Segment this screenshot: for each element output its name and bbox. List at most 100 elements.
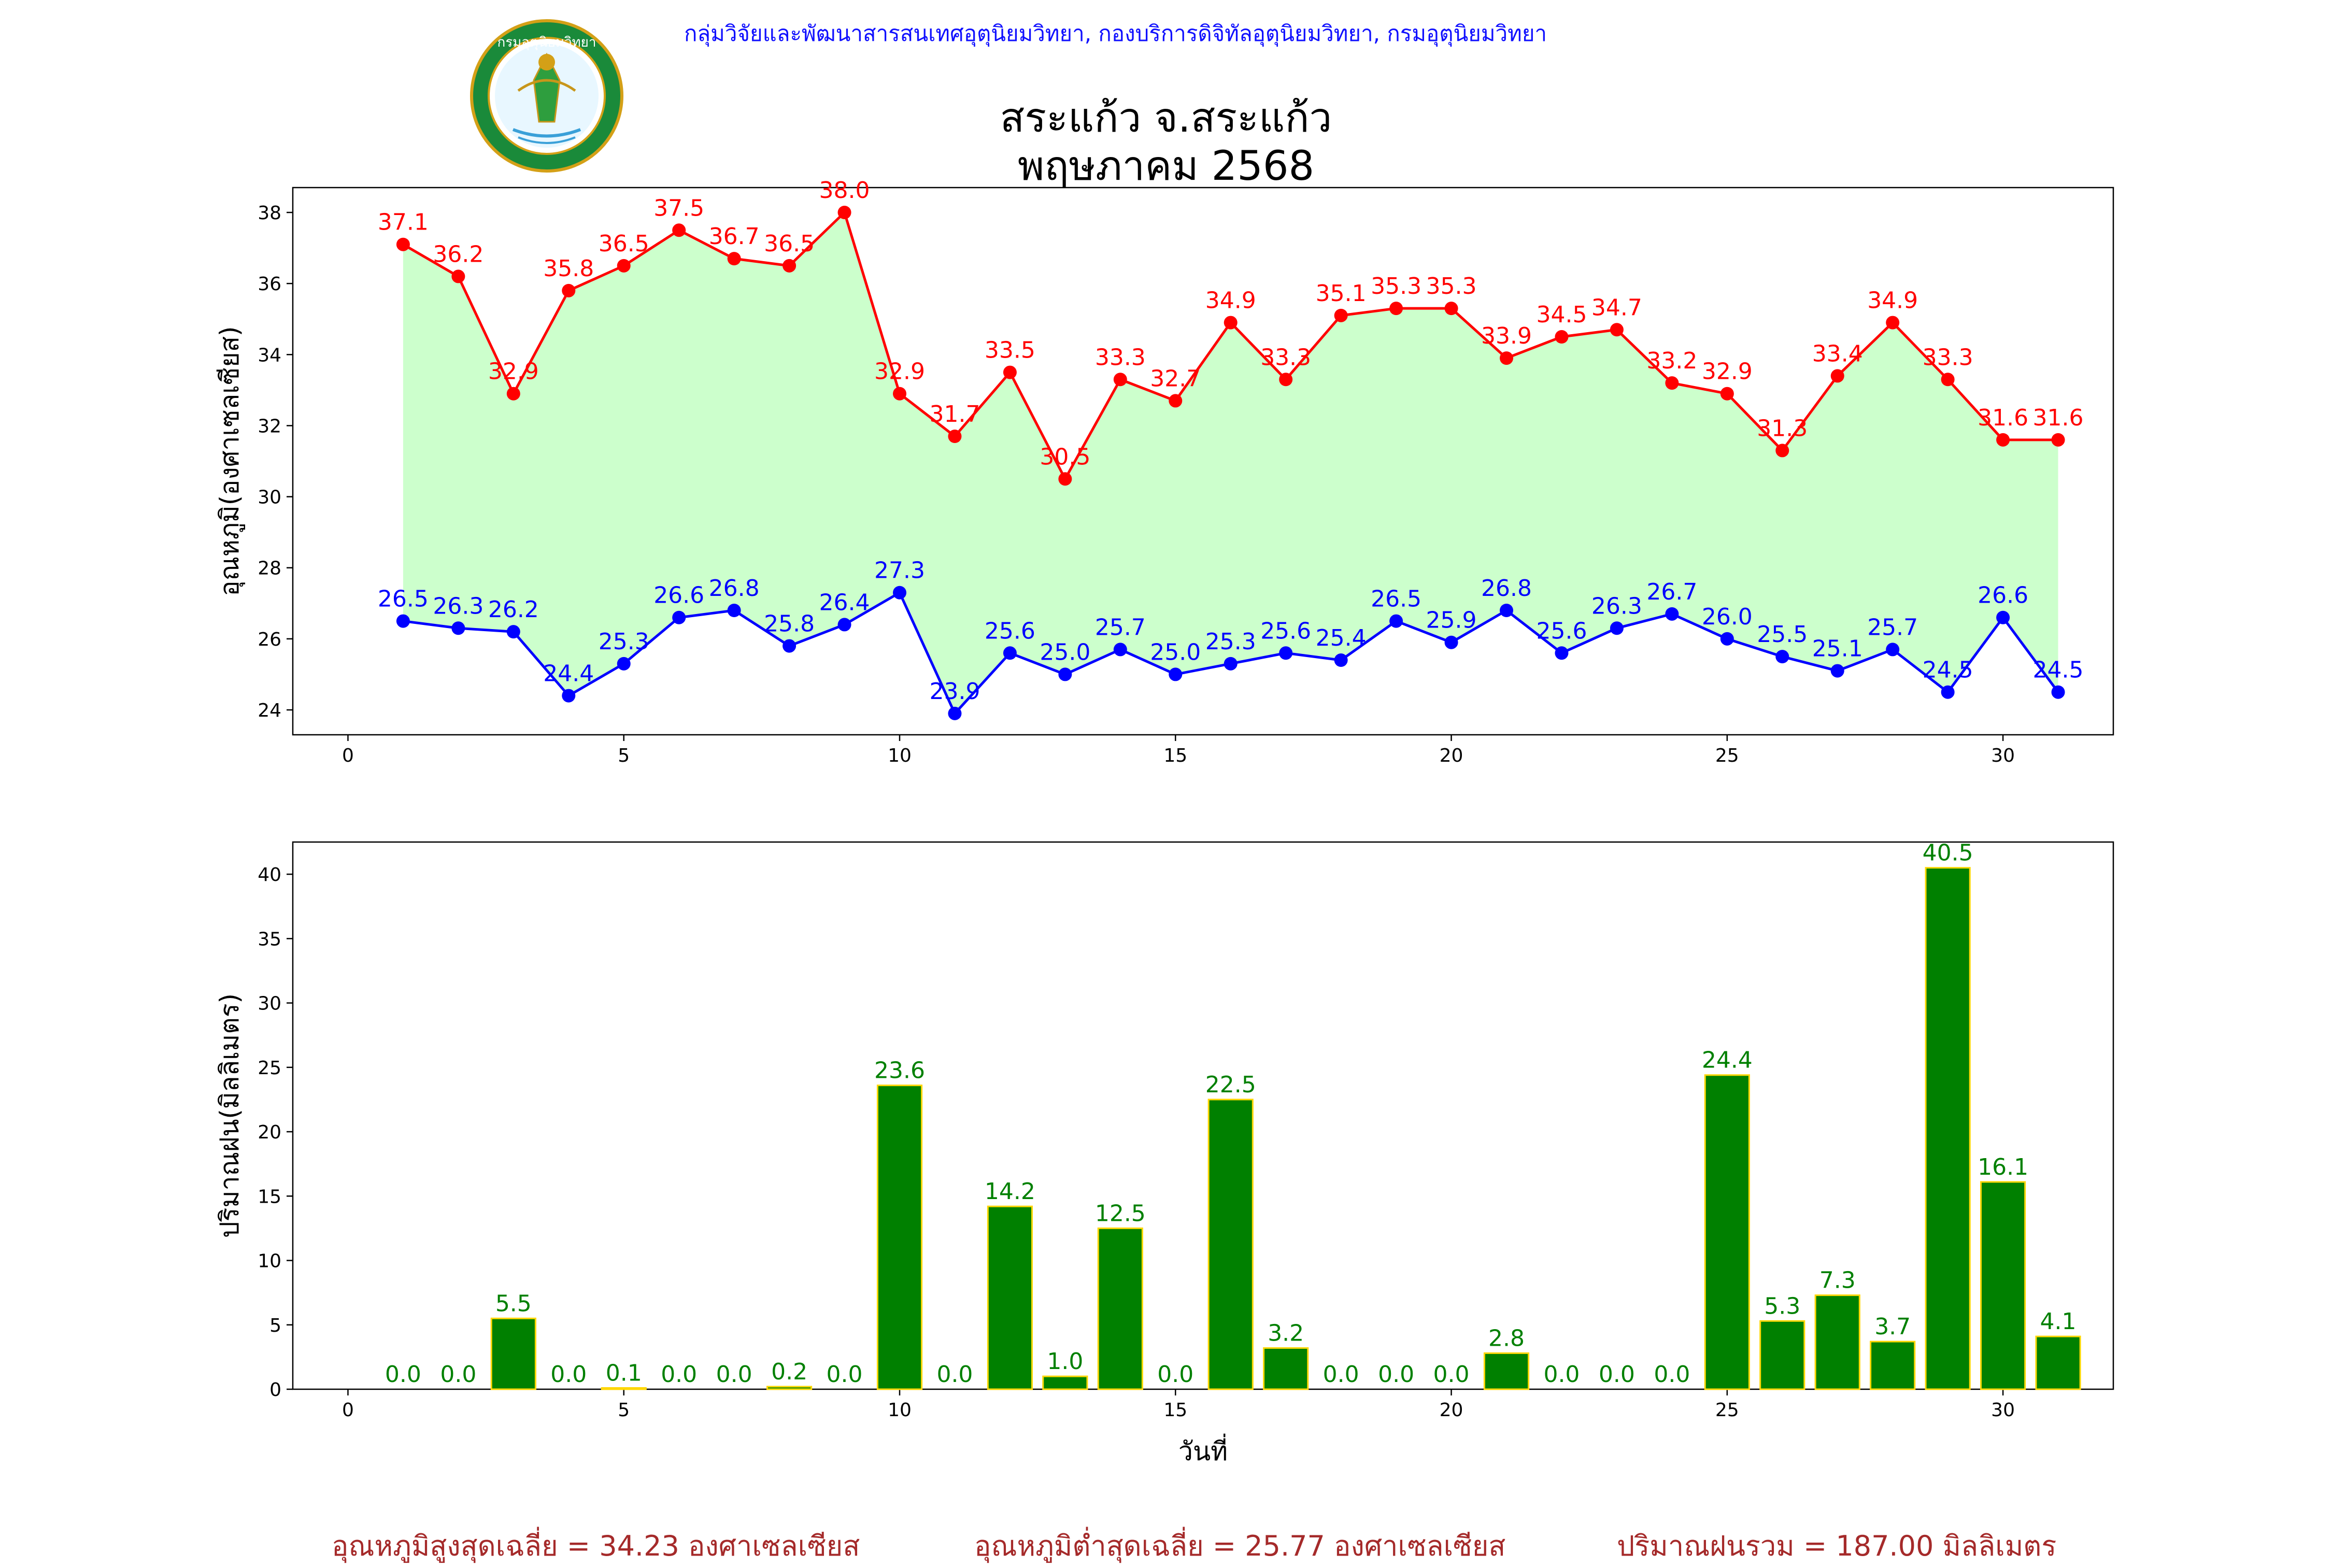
min-temp-data-label: 24.5 xyxy=(1923,657,1973,683)
max-temp-data-label: 35.1 xyxy=(1316,280,1367,307)
rainfall-plot: 0 5 10 15 20 25 30 0 5 10 15 20 25 30 35 40 ปริมาณฝน(มิล… xyxy=(215,840,2114,1466)
rain-x-tick-label: 20 xyxy=(1440,1400,1463,1421)
min-temp-point xyxy=(893,586,906,600)
min-temp-data-label: 25.0 xyxy=(1150,639,1201,665)
max-temp-data-label: 38.0 xyxy=(819,177,870,204)
rain-x-tick-label: 0 xyxy=(342,1400,354,1421)
max-temp-data-label: 33.2 xyxy=(1646,348,1697,374)
min-temp-point xyxy=(837,618,851,632)
rain-bar xyxy=(1207,1099,1254,1390)
max-temp-data-label: 32.7 xyxy=(1150,365,1201,392)
rain-bar xyxy=(1042,1375,1088,1390)
max-temp-data-label: 34.7 xyxy=(1591,294,1642,321)
rain-data-label: 0.0 xyxy=(936,1361,973,1388)
temp-x-tick-label: 30 xyxy=(1991,745,2015,766)
max-temp-point xyxy=(1665,376,1679,390)
min-temp-data-label: 25.6 xyxy=(985,618,1035,644)
max-temp-point xyxy=(396,237,410,251)
min-temp-point xyxy=(1886,643,1900,657)
min-temp-point xyxy=(1113,643,1127,657)
min-temp-data-label: 24.4 xyxy=(543,661,594,687)
max-temp-data-label: 32.9 xyxy=(1702,359,1753,385)
temp-y-tick-label: 30 xyxy=(258,487,281,508)
max-temp-data-label: 37.1 xyxy=(378,209,429,236)
max-temp-data-label: 33.3 xyxy=(1095,344,1146,370)
temp-y-tick-label: 38 xyxy=(258,203,281,224)
rain-data-label: 1.0 xyxy=(1047,1348,1083,1375)
min-temp-point xyxy=(1334,653,1348,667)
min-temp-data-label: 26.3 xyxy=(1591,593,1642,619)
max-temp-point xyxy=(1389,302,1403,316)
max-temp-point xyxy=(1113,373,1127,387)
min-temp-point xyxy=(562,689,576,703)
min-temp-data-label: 23.9 xyxy=(929,678,980,705)
min-temp-point xyxy=(1775,650,1789,664)
max-temp-data-label: 35.8 xyxy=(543,255,594,282)
rain-x-tick-label: 25 xyxy=(1715,1400,1739,1421)
max-temp-point xyxy=(948,430,962,443)
min-temp-data-label: 26.5 xyxy=(1371,586,1421,612)
max-temp-point xyxy=(1224,316,1238,330)
temp-y-tick-label: 36 xyxy=(258,274,281,295)
rain-bar xyxy=(1097,1227,1143,1390)
rain-y-tick-label: 25 xyxy=(258,1058,281,1079)
max-temp-data-label: 33.9 xyxy=(1481,323,1532,349)
min-temp-data-label: 25.6 xyxy=(1536,618,1587,644)
rain-data-label: 40.5 xyxy=(1923,840,1973,866)
total-rain-stat: ปริมาณฝนรวม = 187.00 มิลลิเมตร xyxy=(1617,1530,2057,1562)
max-temp-data-label: 31.6 xyxy=(1978,405,2028,431)
rain-data-label: 3.2 xyxy=(1268,1320,1304,1346)
min-temp-point xyxy=(948,706,962,720)
max-temp-point xyxy=(562,283,576,297)
max-temp-point xyxy=(1444,302,1458,316)
rain-data-label: 5.5 xyxy=(495,1290,532,1317)
rain-y-tick-label: 30 xyxy=(258,993,281,1015)
max-temp-point xyxy=(1555,330,1569,344)
min-temp-data-label: 26.6 xyxy=(1978,582,2028,609)
temp-x-tick-label: 25 xyxy=(1715,745,1739,766)
max-temp-point xyxy=(617,259,631,273)
min-temp-data-label: 26.3 xyxy=(433,593,484,619)
rain-y-tick-label: 15 xyxy=(258,1186,281,1207)
max-temp-data-label: 31.3 xyxy=(1757,415,1808,441)
rain-bar xyxy=(1814,1294,1860,1390)
temperature-plot: 0 5 10 15 20 25 30 24 26 28 30 32 34 36 38 อุณหภูมิ(องศ… xyxy=(215,177,2114,766)
min-temp-point xyxy=(617,657,631,671)
max-temp-data-label: 34.9 xyxy=(1205,288,1256,314)
rain-y-tick-label: 20 xyxy=(258,1122,281,1143)
rain-y-tick-label: 35 xyxy=(258,929,281,950)
rain-x-tick-label: 30 xyxy=(1991,1400,2015,1421)
min-temp-data-label: 26.2 xyxy=(488,596,539,623)
max-temp-point xyxy=(1830,369,1844,383)
min-temp-data-label: 27.3 xyxy=(874,558,925,584)
min-temp-point xyxy=(2051,685,2065,699)
rain-data-label: 0.2 xyxy=(771,1359,807,1385)
rain-data-label: 0.0 xyxy=(385,1361,421,1388)
max-temp-data-label: 36.7 xyxy=(709,223,760,250)
max-temp-data-label: 34.9 xyxy=(1867,288,1918,314)
rain-data-label: 3.7 xyxy=(1874,1314,1911,1340)
rain-data-label: 4.1 xyxy=(2040,1308,2077,1335)
max-temp-point xyxy=(1720,387,1734,401)
max-temp-point xyxy=(893,387,906,401)
rain-data-label: 0.0 xyxy=(1433,1361,1470,1388)
min-temp-point xyxy=(672,610,686,624)
min-temp-data-label: 26.8 xyxy=(709,575,760,602)
rain-data-label: 0.0 xyxy=(716,1361,752,1388)
max-temp-point xyxy=(1003,365,1017,379)
min-temp-data-label: 25.9 xyxy=(1426,607,1477,634)
rain-x-axis-label: วันที่ xyxy=(1178,1434,1228,1466)
min-temp-point xyxy=(1720,632,1734,646)
avg-max-temp-stat: อุณหภูมิสูงสุดเฉลี่ย = 34.23 องศาเซลเซีย… xyxy=(332,1530,860,1562)
rain-bar xyxy=(1925,867,1971,1390)
max-temp-data-label: 32.9 xyxy=(874,359,925,385)
max-temp-point xyxy=(1500,351,1513,365)
min-temp-point xyxy=(1500,604,1513,617)
rain-bar xyxy=(1870,1341,1916,1390)
min-temp-data-label: 25.4 xyxy=(1316,625,1367,651)
rain-data-label: 0.0 xyxy=(827,1361,863,1388)
rain-data-label: 22.5 xyxy=(1205,1072,1256,1098)
temp-y-tick-label: 24 xyxy=(258,700,281,721)
rain-x-tick-label: 5 xyxy=(618,1400,630,1421)
